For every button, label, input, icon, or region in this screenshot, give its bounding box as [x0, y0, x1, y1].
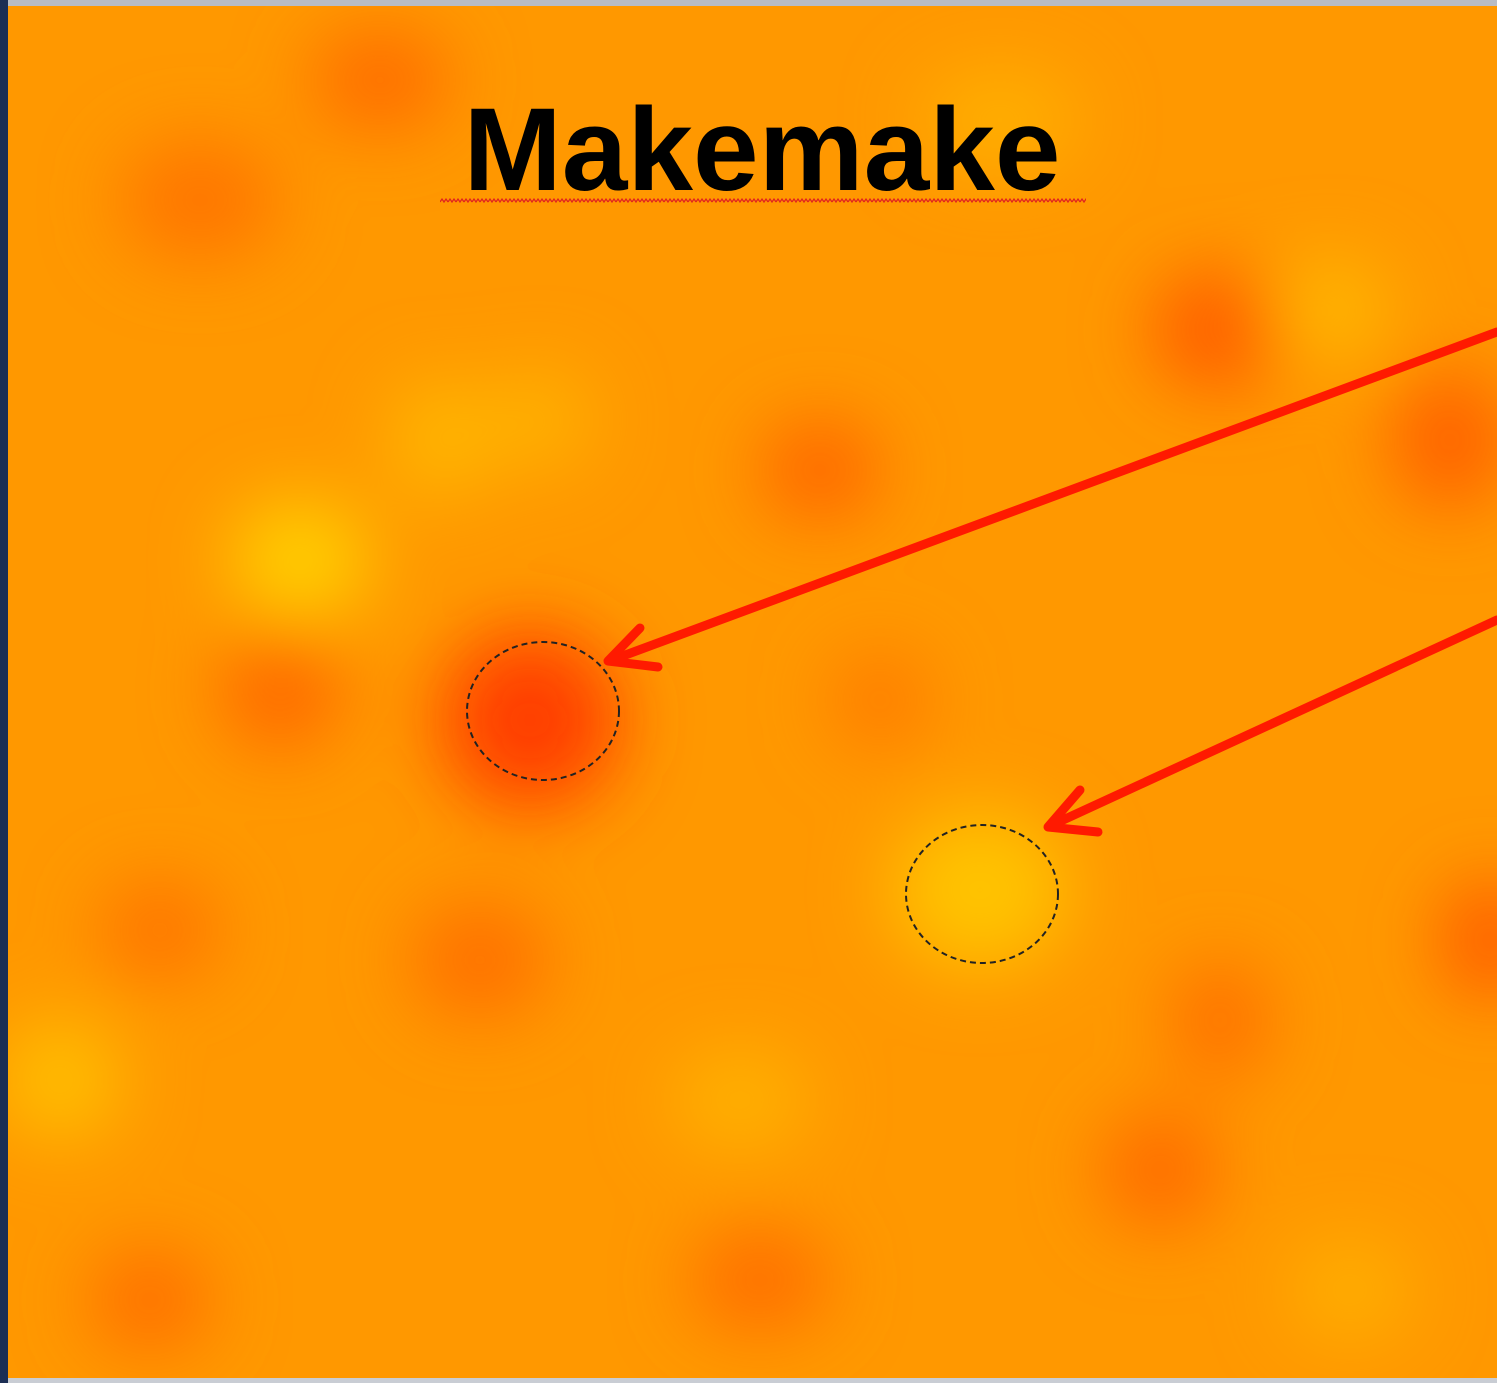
highlight-circle [466, 641, 620, 781]
arrow [1045, 615, 1497, 831]
window-left-border [0, 0, 8, 1383]
slide-title[interactable]: Makemake [464, 84, 1061, 216]
window-bottom-border [8, 1378, 1497, 1383]
texture [0, 30, 1497, 1350]
arrow-head [603, 623, 663, 672]
highlight-circle [905, 824, 1059, 964]
window-top-border [0, 0, 1497, 6]
spellcheck-underline [440, 197, 1086, 203]
arrow-head [1043, 785, 1103, 837]
arrow [607, 327, 1497, 665]
arrows [603, 327, 1497, 837]
